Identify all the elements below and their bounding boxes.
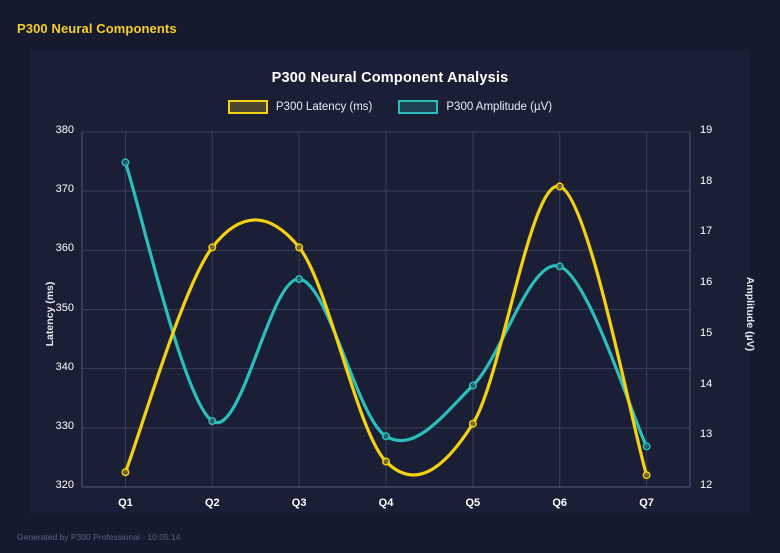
y-axis-right-tick: 13 <box>700 428 713 441</box>
data-point-marker[interactable] <box>121 158 130 167</box>
plot-area: Latency (ms) Amplitude (µV) 320 330 340 350… <box>30 50 756 515</box>
data-point-marker[interactable] <box>381 457 390 466</box>
y-axis-left-tick: 370 <box>55 183 74 196</box>
y-axis-left-tick: 320 <box>55 479 74 491</box>
y-axis-left-tick: 360 <box>55 242 74 255</box>
data-point-marker[interactable] <box>468 381 477 390</box>
y-axis-right-title: Amplitude (µV) <box>744 276 756 352</box>
y-axis-left-tick: 340 <box>55 360 74 373</box>
chart-panel: P300 Neural Component Analysis P300 Late… <box>30 50 756 515</box>
x-axis-tick: Q3 <box>291 497 307 509</box>
y-axis-right-tick: 15 <box>700 326 713 339</box>
y-axis-left-tick: 350 <box>55 301 74 314</box>
legend-swatch-amplitude <box>398 100 439 114</box>
data-point-marker[interactable] <box>381 432 390 441</box>
x-axis-tick: Q1 <box>118 497 133 509</box>
legend-item-latency[interactable]: P300 Latency (ms) <box>227 100 373 114</box>
legend-label-amplitude: P300 Amplitude (µV) <box>446 101 553 113</box>
legend-swatch-latency <box>227 100 268 114</box>
y-axis-right-tick: 17 <box>700 225 713 238</box>
data-point-marker[interactable] <box>208 417 217 426</box>
data-point-marker[interactable] <box>295 275 304 284</box>
x-axis-tick: Q2 <box>204 497 220 509</box>
y-axis-right-tick: 14 <box>700 377 713 390</box>
series-line-amplitude <box>121 158 651 451</box>
chart-title: P300 Neural Component Analysis <box>271 70 509 86</box>
y-axis-left-tick: 380 <box>55 124 74 136</box>
footer-text: Generated by P300 Professional - 10:05:1… <box>17 532 181 542</box>
legend-item-amplitude[interactable]: P300 Amplitude (µV) <box>398 100 552 114</box>
series-line-latency <box>121 182 651 480</box>
y-axis-right-tick: 12 <box>700 479 713 491</box>
data-point-marker[interactable] <box>555 182 564 191</box>
y-axis-right-tick: 16 <box>700 276 713 289</box>
data-point-marker[interactable] <box>468 419 477 428</box>
data-point-marker[interactable] <box>208 243 217 252</box>
x-axis-tick: Q7 <box>639 497 654 509</box>
x-axis-tick: Q4 <box>378 497 394 509</box>
x-axis-tick: Q6 <box>552 497 568 509</box>
chart-legend: P300 Latency (ms) P300 Amplitude (µV) <box>30 100 750 114</box>
legend-label-latency: P300 Latency (ms) <box>275 101 373 113</box>
data-point-marker[interactable] <box>121 468 130 477</box>
y-axis-left-title: Latency (ms) <box>44 281 56 347</box>
x-axis-tick: Q5 <box>465 497 481 509</box>
y-axis-right-tick: 18 <box>700 174 713 187</box>
y-axis-right-tick: 19 <box>700 124 713 136</box>
data-point-marker[interactable] <box>295 243 304 252</box>
page-title: P300 Neural Components <box>17 21 177 36</box>
data-point-marker[interactable] <box>555 262 564 271</box>
y-axis-left-tick: 330 <box>55 419 74 432</box>
chart-canvas <box>81 131 691 488</box>
data-point-marker[interactable] <box>642 471 651 480</box>
data-point-marker[interactable] <box>642 442 651 451</box>
